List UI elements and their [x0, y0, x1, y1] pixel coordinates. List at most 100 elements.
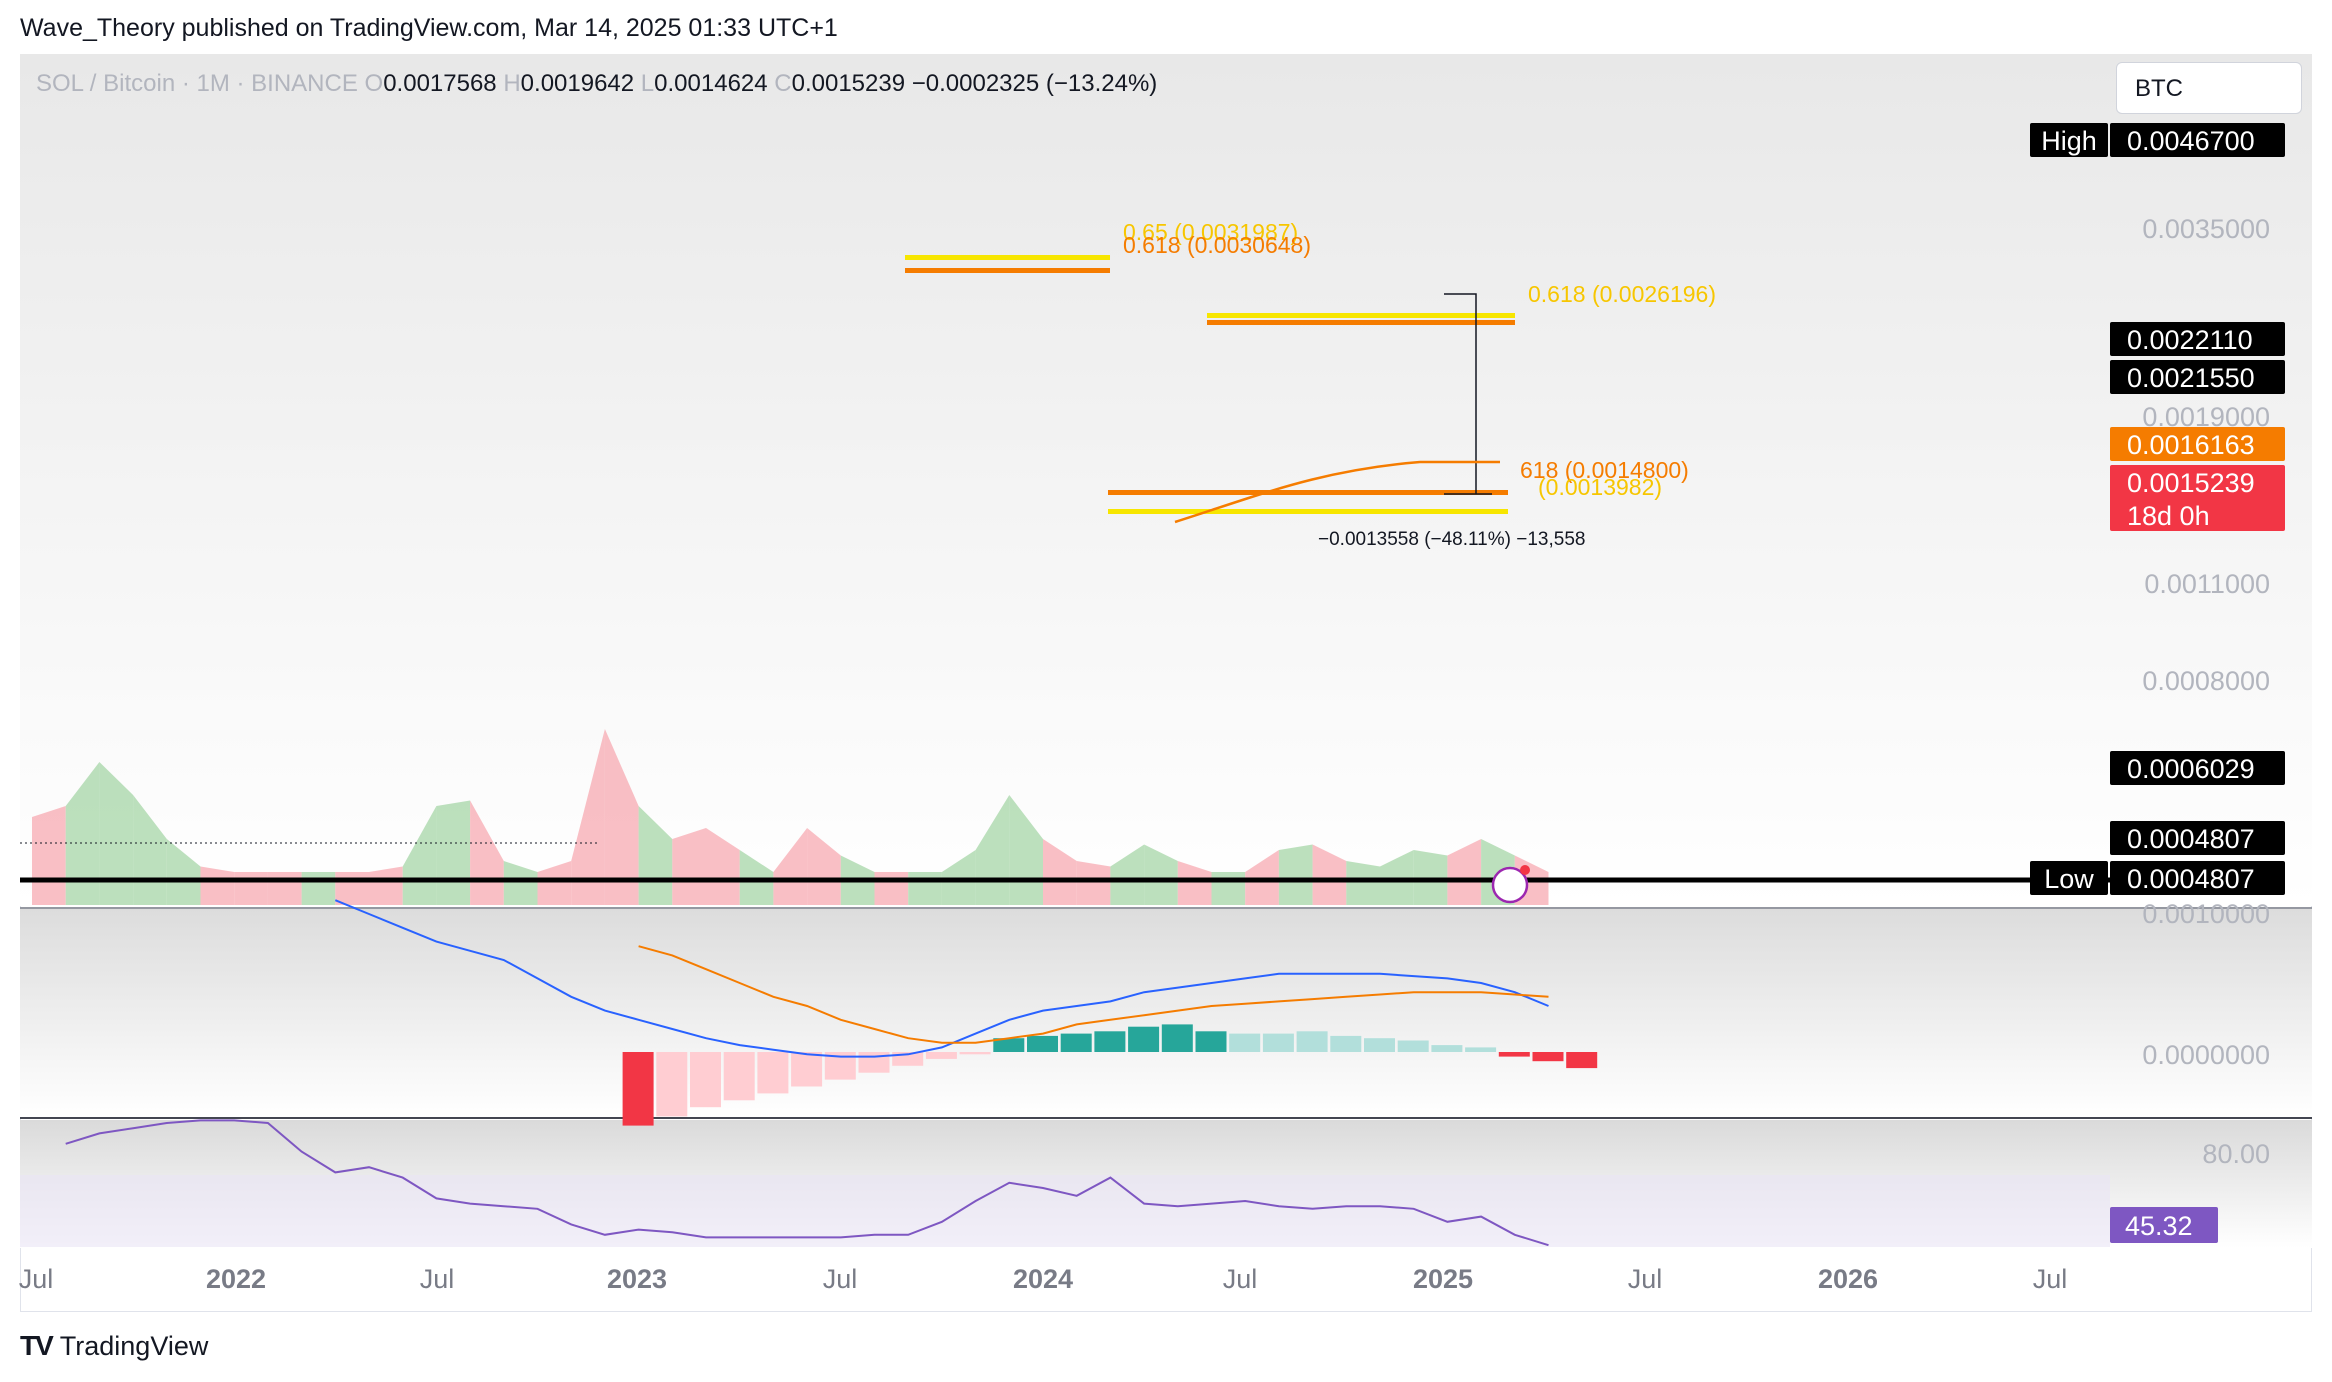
price-marker-value: 0.0016163 [2127, 430, 2255, 460]
price-marker-value: 0.0015239 [2127, 468, 2255, 498]
x-axis-label: 2026 [1818, 1264, 1878, 1294]
low-key: L [640, 70, 655, 97]
low-value: 0.0014624 [654, 70, 768, 97]
x-axis-label: Jul [1223, 1264, 1258, 1294]
volume-segment [335, 872, 369, 905]
price-marker-value: 0.0004807 [2127, 864, 2255, 894]
volume-segment [1312, 844, 1347, 905]
price-markers-layer: 0.0046700 High 0.0022110 0.0021550 0.0016163… [1491, 123, 2285, 1243]
price-marker-value: 0.0004807 [2127, 824, 2255, 854]
macd-layer [334, 899, 1598, 1126]
fib-levels-layer: 0.65 (0.0031987)0.618 (0.0030648) 0.618 (… [20, 219, 2110, 883]
volume-segment [571, 729, 605, 905]
macd-histogram-bar [1364, 1038, 1395, 1052]
volume-segment [1447, 839, 1482, 905]
volume-segment [874, 872, 909, 905]
flash-icon-dot [1520, 865, 1530, 875]
rsi-line [65, 1119, 1549, 1247]
volume-segment [1177, 861, 1212, 905]
price-marker-label: Low [2044, 864, 2094, 894]
open-key: O [364, 70, 384, 97]
fib-band-lower-orange [1108, 490, 1508, 495]
price-marker-value: 0.0021550 [2127, 363, 2255, 393]
price-scale-label: 0.0008000 [2142, 666, 2270, 696]
volume-segment [234, 872, 268, 905]
rsi-band [20, 1175, 2110, 1247]
macd-histogram-bar [1262, 1033, 1294, 1052]
measurement-label: −0.0013558 (−48.11%) −13,558 [1318, 529, 1585, 550]
main-pane-background [20, 54, 2312, 906]
macd-histogram-bar [993, 1038, 1025, 1052]
fib-band-lower-yellow [1108, 509, 1508, 514]
macd-histogram-bar [1229, 1033, 1261, 1052]
macd-line [334, 899, 1549, 1058]
price-marker-value: 0.0006029 [2127, 754, 2255, 784]
volume-segment [1346, 861, 1380, 905]
price-marker-value: 0.0046700 [2127, 126, 2255, 156]
macd-histogram-bar [1195, 1031, 1227, 1052]
macd-histogram-bar [1498, 1052, 1530, 1057]
volume-segment [807, 828, 841, 905]
fib-label-lower-yellow: (0.0013982) [1538, 474, 1662, 500]
volume-segment [1144, 844, 1178, 905]
fib-band-upper-orange [1207, 320, 1515, 325]
price-scale-label: 0.0000000 [2142, 1040, 2270, 1070]
rsi-value-box [2110, 1207, 2218, 1243]
high-key: H [503, 70, 521, 97]
measure-bracket [1444, 293, 1477, 494]
x-axis-label: 2024 [1013, 1264, 1073, 1294]
volume-segment [166, 839, 201, 905]
macd-histogram-bar [723, 1052, 755, 1101]
flash-icon [1491, 866, 1529, 904]
price-scale-label: 0.0010000 [2142, 899, 2270, 929]
macd-histogram-bar [1532, 1052, 1564, 1062]
volume-segment [1278, 844, 1313, 905]
macd-histogram-bar [1094, 1031, 1126, 1052]
price-marker-countdown: 18d 0h [2127, 501, 2210, 531]
symbol-name[interactable]: SOL / Bitcoin · 1M · BINANCE [36, 70, 358, 97]
price-marker-box [2110, 123, 2285, 157]
volume-segment [672, 828, 706, 905]
volume-segment [1110, 844, 1145, 905]
price-marker-box [2110, 360, 2285, 394]
macd-histogram-bar [1397, 1040, 1429, 1052]
fib-band-065 [905, 255, 1110, 260]
volume-segment [706, 828, 740, 905]
tradingview-brand: TradingView [59, 1330, 209, 1361]
price-scale-label: 0.0011000 [2144, 569, 2270, 599]
fib-band-upper-yellow [1207, 313, 1515, 318]
price-marker-box [2110, 821, 2285, 855]
fib-label-065: 0.65 (0.0031987) [1123, 219, 1298, 245]
price-marker-box [2110, 322, 2285, 356]
volume-segment [65, 762, 100, 905]
price-marker-box [2110, 861, 2285, 895]
fib-label-0618: 0.618 (0.0030648) [1123, 232, 1311, 258]
volume-segment [773, 828, 808, 905]
macd-histogram-bar [690, 1052, 721, 1108]
price-marker-box [2110, 427, 2285, 461]
volume-segment [99, 762, 134, 905]
tradingview-logo[interactable]: TV TradingView [20, 1330, 208, 1362]
volume-segment [908, 872, 942, 905]
axis-layer: Jul 2022 Jul 2023 Jul 2024 Jul 2025 Jul 2026 Jul 0.… [19, 214, 2270, 1294]
price-marker-box [2110, 751, 2285, 785]
volume-segment [200, 866, 235, 905]
volume-segment [301, 872, 336, 905]
fib-band-0618 [905, 268, 1110, 273]
fib-label-lower-0618: 618 (0.0014800) [1520, 457, 1689, 483]
price-marker-box [2110, 465, 2285, 531]
currency-button[interactable]: BTC [2116, 62, 2302, 114]
x-axis-label: Jul [823, 1264, 858, 1294]
rsi-value: 45.32 [2125, 1211, 2193, 1241]
price-scale-label: 80.00 [2202, 1139, 2270, 1169]
price-marker-label-box [2030, 123, 2108, 157]
close-value: 0.0015239 [791, 70, 906, 97]
price-marker-label: High [2041, 126, 2097, 156]
macd-histogram-bar [1027, 1035, 1058, 1052]
symbol-legend[interactable]: SOL / Bitcoin · 1M · BINANCE O0.0017568 … [36, 70, 1157, 98]
macd-histogram-bar [1128, 1026, 1160, 1052]
volume-segment [32, 806, 66, 905]
price-scale-label: 0.0035000 [2142, 214, 2270, 244]
change-value: −0.0002325 (−13.24%) [911, 70, 1158, 97]
